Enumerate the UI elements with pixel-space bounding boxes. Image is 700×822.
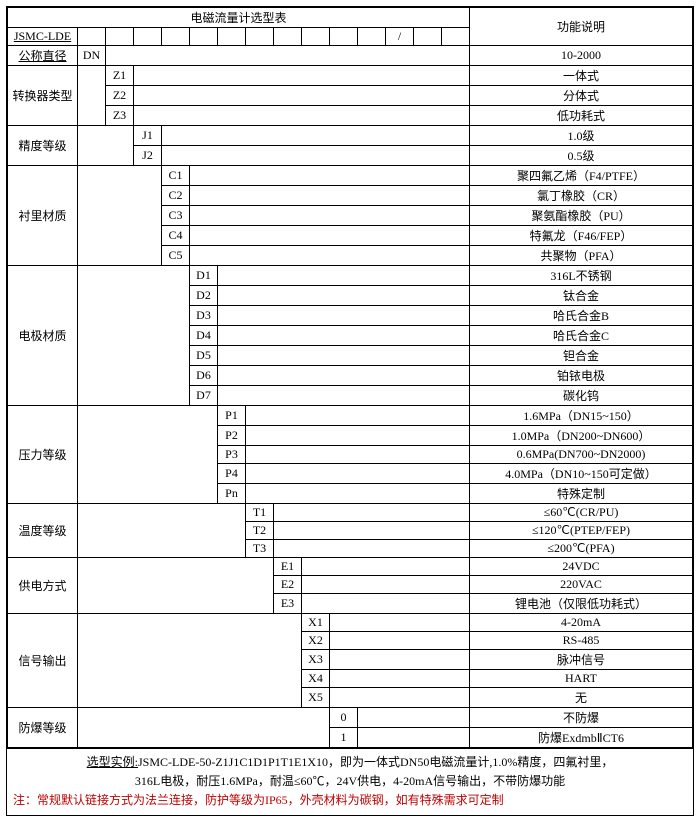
footnote: 选型实例:JSMC-LDE-50-Z1J1C1D1P1T1E1X10，即为一体式…	[6, 749, 694, 816]
code-z2: Z2	[106, 86, 134, 106]
slash-cell: /	[386, 28, 414, 46]
footnote-example-label: 选型实例:	[87, 755, 138, 769]
footnote-note: 注：常规默认链接方式为法兰连接，防护等级为IP65，外壳材料为碳钢，如有特殊需求…	[13, 791, 687, 810]
code-z1: Z1	[106, 66, 134, 86]
row-converter-label: 转换器类型	[8, 66, 78, 126]
row-explosion-label: 防爆等级	[8, 708, 78, 748]
row-nominal-diameter-label: 公称直径	[8, 46, 78, 66]
row-temperature-label: 温度等级	[8, 504, 78, 558]
title-left: 电磁流量计选型表	[8, 8, 470, 28]
title-right: 功能说明	[470, 8, 693, 46]
selection-table: 电磁流量计选型表 功能说明 JSMC-LDE / 公称直径 DN 10-2000…	[6, 6, 694, 749]
desc-nominal: 10-2000	[470, 46, 693, 66]
model-code: JSMC-LDE	[8, 28, 78, 46]
row-accuracy-label: 精度等级	[8, 126, 78, 166]
row-electrode-label: 电极材质	[8, 266, 78, 406]
row-lining-label: 衬里材质	[8, 166, 78, 266]
row-pressure-label: 压力等级	[8, 406, 78, 504]
code-z3: Z3	[106, 106, 134, 126]
main-table: 电磁流量计选型表 功能说明 JSMC-LDE / 公称直径 DN 10-2000…	[7, 7, 693, 748]
row-power-label: 供电方式	[8, 558, 78, 614]
code-dn: DN	[78, 46, 106, 66]
row-signal-label: 信号输出	[8, 614, 78, 708]
